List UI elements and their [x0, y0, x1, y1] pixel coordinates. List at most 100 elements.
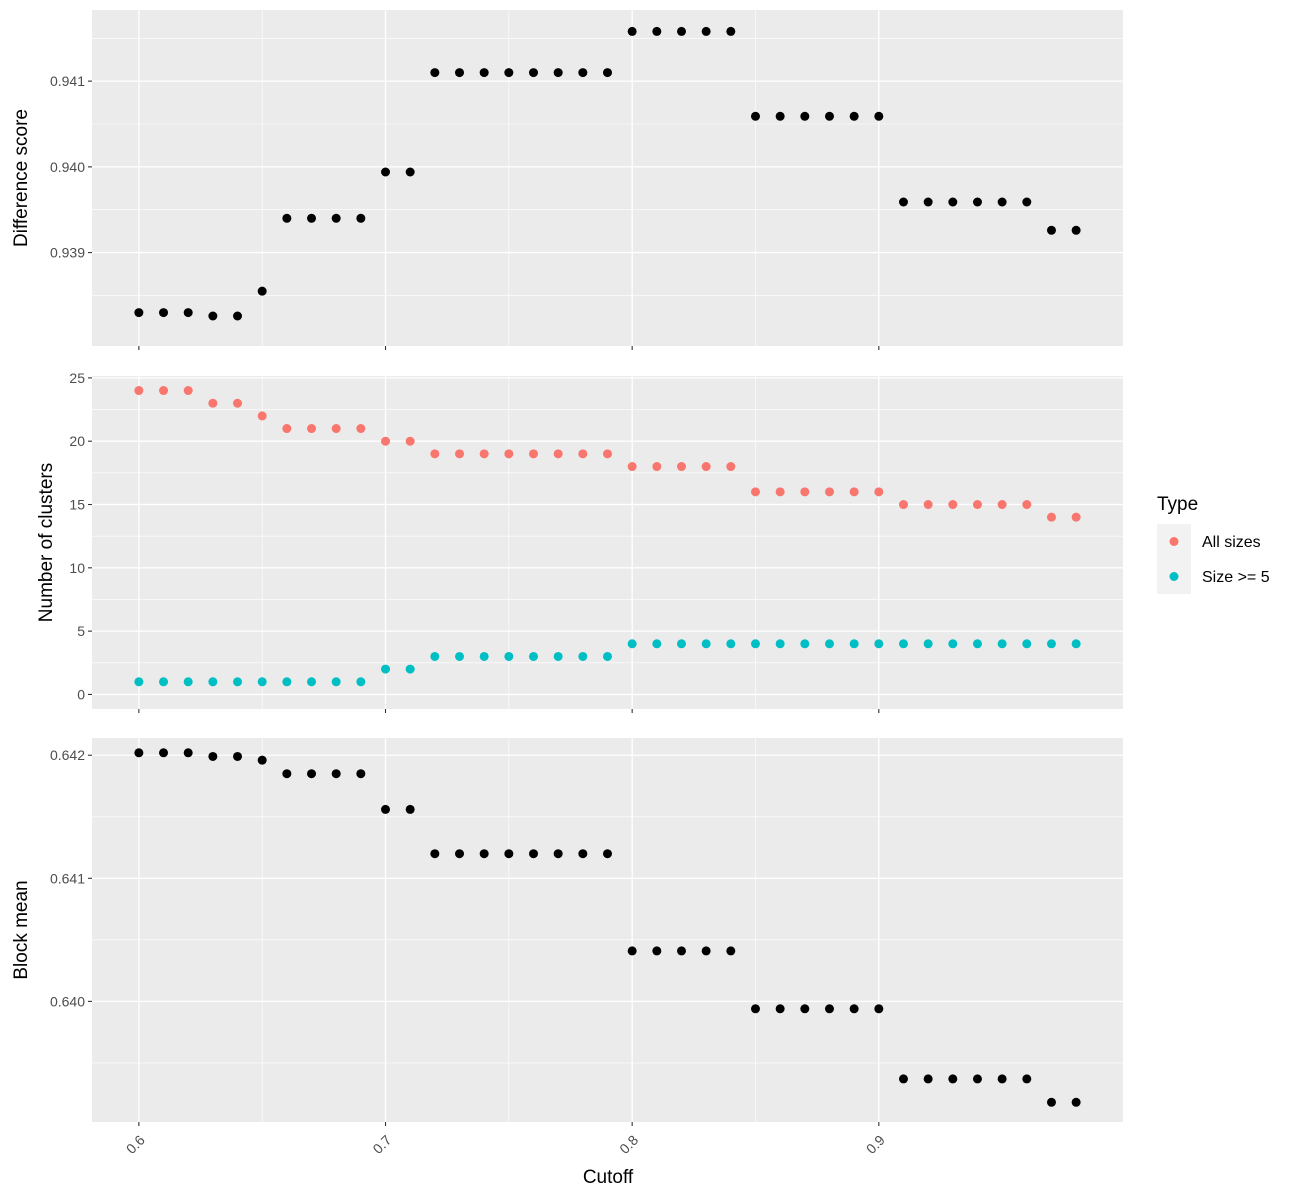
y-tick-label: 0.641 [50, 870, 85, 886]
y-axis-title: Block mean [11, 880, 32, 979]
data-point [430, 651, 440, 661]
data-point [701, 462, 711, 472]
y-tick-label: 25 [69, 370, 85, 386]
x-tick-label: 0.7 [369, 1132, 394, 1157]
data-point [529, 849, 539, 859]
data-point [676, 639, 686, 649]
data-point [381, 664, 391, 674]
data-point [972, 639, 982, 649]
data-point [1071, 1097, 1081, 1107]
data-point [874, 639, 884, 649]
data-point [381, 804, 391, 814]
data-point [529, 651, 539, 661]
data-point [849, 487, 859, 497]
data-point [504, 849, 514, 859]
data-point [553, 449, 563, 459]
data-point [676, 26, 686, 36]
data-point [430, 449, 440, 459]
data-point [701, 26, 711, 36]
data-point [997, 197, 1007, 207]
data-point [997, 500, 1007, 510]
data-point [479, 68, 489, 78]
data-point [405, 804, 415, 814]
data-point [553, 651, 563, 661]
data-point [972, 197, 982, 207]
data-point [331, 769, 341, 779]
data-point [307, 213, 317, 223]
x-tick-label: 0.8 [616, 1132, 641, 1157]
y-tick-label: 15 [69, 497, 85, 513]
data-point [824, 639, 834, 649]
data-point [504, 449, 514, 459]
data-point [701, 946, 711, 956]
y-tick-label: 0.642 [50, 747, 85, 763]
data-point [257, 411, 267, 421]
data-point [800, 487, 810, 497]
data-point [578, 651, 588, 661]
data-point [726, 26, 736, 36]
data-point [405, 664, 415, 674]
data-point [726, 462, 736, 472]
data-point [529, 449, 539, 459]
data-point [455, 849, 465, 859]
data-point [307, 424, 317, 434]
data-point [479, 849, 489, 859]
data-point [948, 1074, 958, 1084]
data-point [603, 849, 612, 859]
data-point [948, 500, 958, 510]
y-axis-title: Number of clusters [36, 463, 57, 622]
data-point [356, 424, 366, 434]
data-point [504, 68, 514, 78]
data-point [479, 651, 489, 661]
data-point [898, 639, 908, 649]
data-point [948, 197, 958, 207]
data-point [282, 677, 292, 687]
data-point [824, 487, 834, 497]
data-point [356, 677, 366, 687]
x-axis-title: Cutoff [583, 1167, 634, 1188]
data-point [553, 849, 563, 859]
data-point [257, 677, 267, 687]
data-point [455, 68, 465, 78]
data-point [430, 68, 440, 78]
data-point [676, 462, 686, 472]
data-point [1022, 500, 1032, 510]
legend-entries: All sizes Size >= 5 [1157, 524, 1270, 594]
data-point [331, 424, 341, 434]
y-tick-label: 5 [77, 623, 85, 639]
data-point [676, 946, 686, 956]
data-point [1071, 225, 1081, 235]
data-point [134, 386, 144, 396]
series-1 [134, 26, 1081, 321]
panel-2: 0 5 10 15 20 25 Number of clusters [36, 370, 1123, 713]
data-point [603, 449, 612, 459]
panel-1: 0.939 0.940 0.941 Difference score [11, 10, 1123, 350]
y-tick-label: 0.940 [50, 159, 85, 175]
y-axis-title: Difference score [11, 109, 32, 247]
data-point [134, 677, 144, 687]
data-point [307, 769, 317, 779]
data-point [1022, 197, 1032, 207]
data-point [208, 398, 218, 408]
data-point [233, 677, 243, 687]
legend-label: All sizes [1202, 534, 1261, 551]
data-point [726, 946, 736, 956]
panel-3: 0.640 0.641 0.642 Block mean [11, 738, 1123, 1126]
y-tick-label: 0 [77, 686, 85, 702]
data-point [183, 386, 193, 396]
data-point [1071, 512, 1081, 522]
legend-swatch [1169, 572, 1179, 581]
data-point [898, 197, 908, 207]
data-point [824, 111, 834, 121]
data-point [997, 639, 1007, 649]
data-point [972, 500, 982, 510]
data-point [134, 748, 144, 758]
data-point [282, 769, 292, 779]
data-point [603, 68, 612, 78]
legend-title: Type [1157, 494, 1198, 515]
data-point [849, 639, 859, 649]
data-point [183, 748, 193, 758]
data-point [282, 213, 292, 223]
data-point [849, 111, 859, 121]
